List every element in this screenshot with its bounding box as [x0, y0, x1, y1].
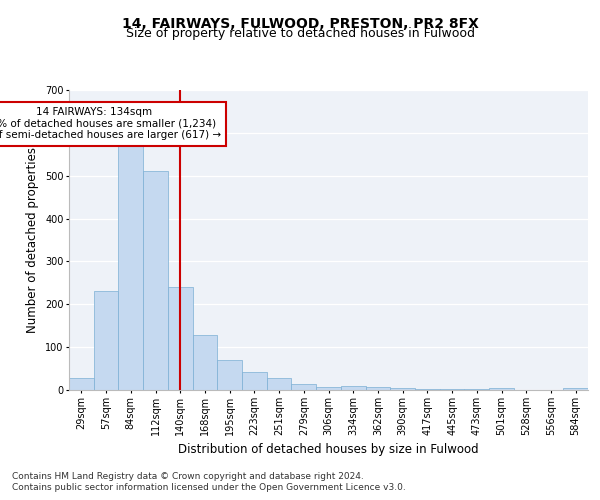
Bar [267, 378, 292, 390]
Bar [242, 372, 267, 390]
Bar [316, 386, 341, 390]
Bar [168, 287, 193, 390]
Bar [365, 386, 390, 390]
X-axis label: Distribution of detached houses by size in Fulwood: Distribution of detached houses by size … [178, 444, 479, 456]
Text: Contains HM Land Registry data © Crown copyright and database right 2024.: Contains HM Land Registry data © Crown c… [12, 472, 364, 481]
Bar [390, 388, 415, 390]
Bar [563, 388, 588, 390]
Bar [69, 378, 94, 390]
Text: Size of property relative to detached houses in Fulwood: Size of property relative to detached ho… [125, 28, 475, 40]
Text: Contains public sector information licensed under the Open Government Licence v3: Contains public sector information licen… [12, 484, 406, 492]
Text: 14, FAIRWAYS, FULWOOD, PRESTON, PR2 8FX: 14, FAIRWAYS, FULWOOD, PRESTON, PR2 8FX [122, 18, 478, 32]
Text: 14 FAIRWAYS: 134sqm
← 66% of detached houses are smaller (1,234)
33% of semi-det: 14 FAIRWAYS: 134sqm ← 66% of detached ho… [0, 107, 221, 140]
Bar [489, 388, 514, 390]
Bar [118, 144, 143, 390]
Bar [193, 335, 217, 390]
Bar [94, 292, 118, 390]
Bar [464, 389, 489, 390]
Bar [341, 386, 365, 390]
Y-axis label: Number of detached properties: Number of detached properties [26, 147, 40, 333]
Bar [292, 384, 316, 390]
Bar [415, 388, 440, 390]
Bar [217, 360, 242, 390]
Bar [143, 172, 168, 390]
Bar [440, 389, 464, 390]
